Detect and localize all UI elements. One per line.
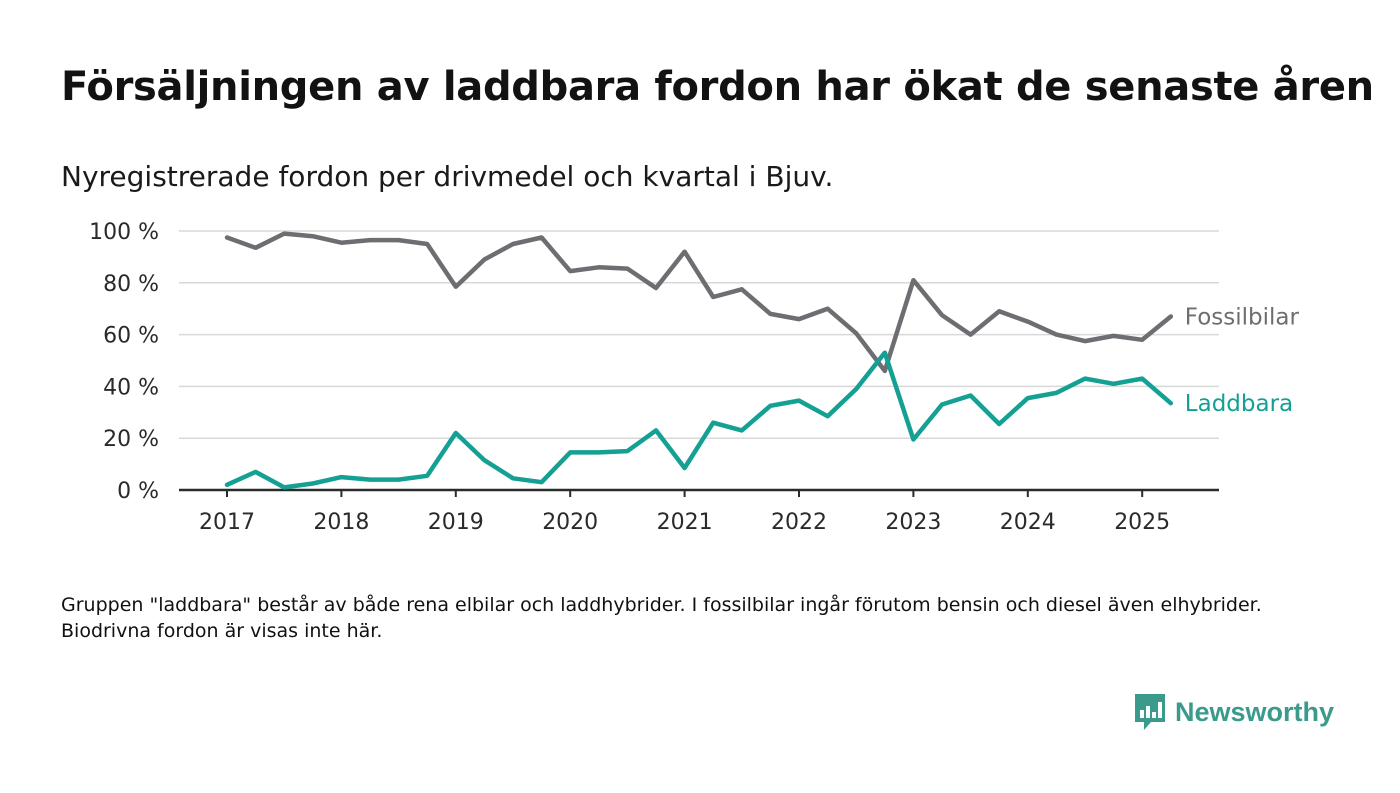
x-tick-label: 2021 xyxy=(657,510,713,535)
y-tick-label: 60 % xyxy=(103,324,159,349)
line-chart: 0 % 20 % 40 % 60 % 80 % 100 % 2017 2018 2019 2020… xyxy=(89,220,1300,535)
bar-chart-speech-bubble-icon xyxy=(1135,694,1165,730)
x-tick-label: 2023 xyxy=(885,510,941,535)
y-tick-label: 20 % xyxy=(103,427,159,452)
chart-subtitle: Nyregistrerade fordon per drivmedel och … xyxy=(61,160,834,193)
series-line-laddbara xyxy=(224,350,1174,490)
y-tick-label: 80 % xyxy=(103,272,159,297)
y-tick-label: 0 % xyxy=(117,479,159,504)
x-tick-label: 2024 xyxy=(1000,510,1056,535)
x-tick-label: 2020 xyxy=(542,510,598,535)
y-tick-label: 40 % xyxy=(103,375,159,400)
y-tick-label: 100 % xyxy=(89,220,159,245)
series-label-fossilbilar: Fossilbilar xyxy=(1185,304,1300,330)
x-tick-label: 2017 xyxy=(199,510,255,535)
x-tick-label: 2018 xyxy=(313,510,369,535)
x-tick-label: 2019 xyxy=(428,510,484,535)
chart-title: Försäljningen av laddbara fordon har öka… xyxy=(61,64,1374,110)
series-line-fossilbilar xyxy=(224,231,1174,374)
newsworthy-logo: Newsworthy xyxy=(1133,692,1334,732)
brand-name: Newsworthy xyxy=(1175,696,1335,727)
footnote: Gruppen "laddbara" består av både rena e… xyxy=(61,594,1262,642)
series-label-laddbara: Laddbara xyxy=(1185,391,1293,417)
x-tick-label: 2022 xyxy=(771,510,827,535)
x-tick-label: 2025 xyxy=(1114,510,1170,535)
